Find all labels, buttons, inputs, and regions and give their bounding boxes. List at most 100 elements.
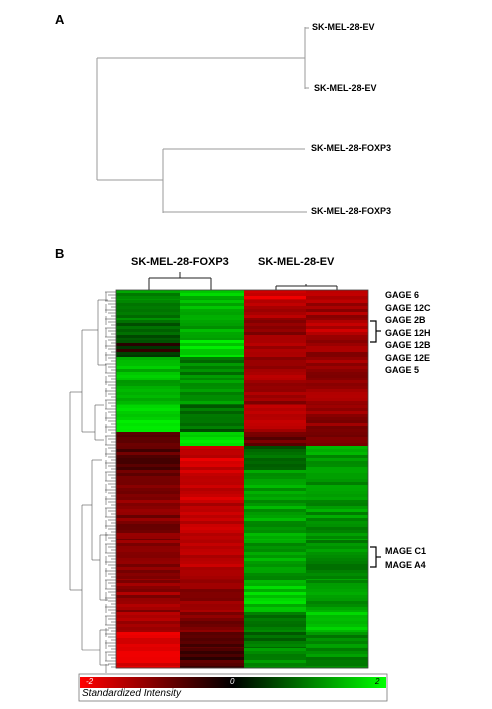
heatmap-cell xyxy=(306,497,368,501)
heatmap-cell xyxy=(116,552,180,556)
heatmap-cell xyxy=(244,338,306,341)
heatmap-cell xyxy=(116,543,180,547)
heatmap-cell xyxy=(180,405,244,409)
heatmap-cell xyxy=(180,467,244,471)
heatmap-cell xyxy=(180,621,244,625)
heatmap-cell xyxy=(244,543,306,547)
heatmap-cell xyxy=(306,527,368,531)
heatmap-cell xyxy=(306,449,368,453)
heatmap-cell xyxy=(244,318,306,321)
heatmap-cell xyxy=(306,612,368,616)
heatmap-cell xyxy=(244,296,306,300)
heatmap-cell xyxy=(116,536,180,540)
heatmap-cell xyxy=(116,527,180,531)
heatmap-cell xyxy=(306,618,368,622)
heatmap-cell xyxy=(244,458,306,462)
heatmap-cell xyxy=(306,627,368,631)
heatmap-cell xyxy=(244,491,306,495)
heatmap-cell xyxy=(244,329,306,333)
heatmap-cell xyxy=(180,352,244,356)
heatmap-cell xyxy=(306,657,368,661)
scale-min-label: -2 xyxy=(86,677,94,686)
heatmap-cell xyxy=(244,515,306,519)
heatmap-cell xyxy=(244,432,306,436)
heatmap-cell xyxy=(244,380,306,384)
heatmap-cell xyxy=(116,309,180,313)
heatmap-cell xyxy=(180,455,244,459)
heatmap-cell xyxy=(116,570,180,574)
heatmap-cell xyxy=(306,426,368,430)
group-label-foxp3: SK-MEL-28-FOXP3 xyxy=(131,256,229,268)
heatmap-cell xyxy=(244,417,306,421)
heatmap-cell xyxy=(306,398,368,402)
heatmap-cell xyxy=(244,411,306,415)
heatmap-cell xyxy=(306,440,368,444)
heatmap-cell xyxy=(244,583,306,587)
heatmap-cell xyxy=(180,479,244,483)
heatmap-cell xyxy=(306,395,368,399)
heatmap-cell xyxy=(306,561,368,565)
heatmap-cell xyxy=(306,660,368,664)
heatmap-cell xyxy=(244,461,306,465)
heatmap-cell xyxy=(116,657,180,661)
heatmap-cell xyxy=(306,446,368,450)
heatmap-cell xyxy=(180,320,244,324)
heatmap-cell xyxy=(180,503,244,507)
heatmap-cell xyxy=(244,479,306,483)
heatmap-cell xyxy=(244,586,306,590)
heatmap-cell xyxy=(306,378,368,381)
heatmap-cell xyxy=(180,437,244,441)
heatmap-cell xyxy=(116,589,180,593)
heatmap-cell xyxy=(180,530,244,534)
heatmap-cell xyxy=(180,340,244,344)
heatmap-cell xyxy=(244,464,306,468)
heatmap-cell xyxy=(306,638,368,642)
heatmap-cell xyxy=(180,558,244,562)
heatmap-cell xyxy=(306,509,368,513)
heatmap-cell xyxy=(180,540,244,544)
gene-label-gage-2b: GAGE 2B xyxy=(385,315,426,325)
heatmap-cell xyxy=(244,326,306,330)
heatmap-cell xyxy=(244,335,306,339)
heatmap-cell xyxy=(180,598,244,602)
heatmap-cell xyxy=(116,435,180,438)
heatmap-cell xyxy=(180,296,244,300)
heatmap-cell xyxy=(116,320,180,324)
heatmap-cell xyxy=(180,491,244,495)
heatmap-cell xyxy=(116,618,180,622)
heatmap-cell xyxy=(180,579,244,581)
heatmap-cell xyxy=(116,440,180,444)
heatmap-cell xyxy=(306,420,368,424)
heatmap-cell xyxy=(116,627,180,631)
heatmap-cell xyxy=(244,372,306,376)
heatmap-cell xyxy=(244,660,306,664)
heatmap-cell xyxy=(180,398,244,402)
heatmap-cell xyxy=(306,644,368,648)
heatmap-cell xyxy=(244,607,306,611)
scale-max-label: 2 xyxy=(375,677,380,686)
heatmap-cell xyxy=(244,580,306,584)
gage-bracket xyxy=(370,320,381,343)
heatmap-cell xyxy=(244,654,306,658)
leaf-label-ev-2: SK-MEL-28-EV xyxy=(314,83,377,93)
heatmap-cell xyxy=(306,663,368,667)
heatmap-cell xyxy=(244,389,306,393)
heatmap-cell xyxy=(116,610,180,613)
heatmap-cell xyxy=(244,555,306,559)
heatmap-cell xyxy=(306,408,368,412)
heatmap-cell xyxy=(244,369,306,373)
heatmap-cell xyxy=(244,290,306,294)
heatmap-cell xyxy=(116,540,180,544)
heatmap-cell xyxy=(306,589,368,593)
heatmap-cell xyxy=(116,503,180,507)
heatmap-cell xyxy=(306,530,368,534)
heatmap-cell xyxy=(306,303,368,307)
heatmap-cell xyxy=(306,432,368,436)
heatmap-cell xyxy=(116,482,180,486)
heatmap-cell xyxy=(306,455,368,459)
heatmap-cell xyxy=(306,482,368,486)
heatmap-cell xyxy=(244,300,306,304)
heatmap-cell xyxy=(244,360,306,364)
heatmap-cell xyxy=(306,467,368,471)
heatmap-cell xyxy=(244,630,306,633)
